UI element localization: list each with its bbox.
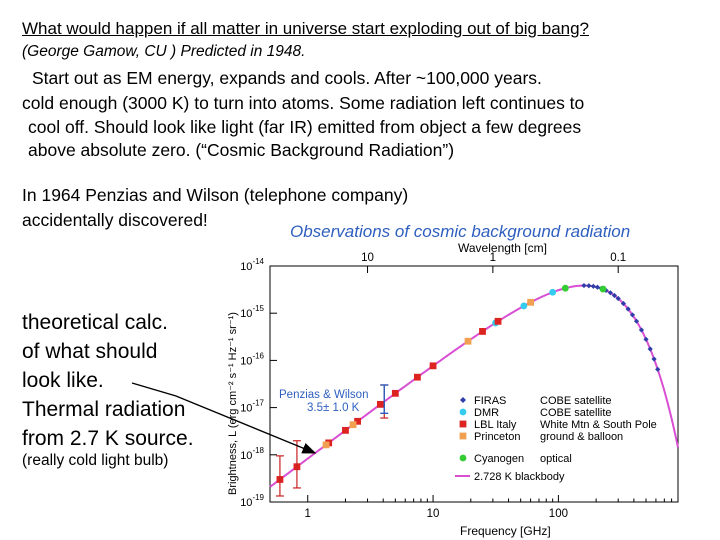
x-axis-label: Frequency [GHz] <box>460 524 551 538</box>
axis-ticks: 1 10 100 10 1 0.1 10-14 10-15 10-16 10-17 10-18 10-… <box>240 252 673 520</box>
y-tick-label: 10-14 <box>240 257 264 273</box>
firas-point <box>581 282 587 289</box>
error-bars <box>275 384 389 497</box>
princeton-point <box>349 421 357 429</box>
legend-marker <box>459 420 467 428</box>
legend-series-note: COBE satellite <box>540 395 612 407</box>
top-tick-label: 10 <box>361 252 374 264</box>
firas-point <box>586 283 592 289</box>
cyanogen-point <box>599 285 607 293</box>
x-tick-label: 10 <box>427 508 440 520</box>
theory-line: of what should <box>22 340 158 363</box>
firas-point <box>594 284 601 290</box>
theory-line: theoretical calc. <box>22 311 168 334</box>
lbl-italy-point <box>342 426 349 434</box>
discovery-line: In 1964 Penzias and Wilson (telephone co… <box>22 185 409 205</box>
legend-marker <box>459 432 467 440</box>
lbl-italy-point <box>494 317 502 325</box>
penzias-label: Penzias & Wilson <box>279 389 368 401</box>
firas-point <box>607 290 614 296</box>
lbl-italy-point <box>414 373 421 381</box>
y-tick-label: 10-15 <box>240 304 264 320</box>
paragraph-line: Start out as EM energy, expands and cool… <box>32 68 542 88</box>
firas-point <box>633 318 640 324</box>
legend-marker <box>459 408 467 416</box>
firas-point <box>615 295 621 302</box>
legend-marker <box>459 454 467 462</box>
legend-marker <box>460 397 466 403</box>
legend-series-name: Princeton <box>474 431 520 443</box>
firas-point <box>651 356 657 362</box>
cyanogen-point <box>561 284 569 292</box>
y-tick-label: 10-18 <box>240 446 264 462</box>
firas-point <box>638 327 645 333</box>
firas-point <box>655 366 661 372</box>
legend-series-name: Cyanogen <box>474 453 524 465</box>
princeton-point <box>527 298 534 306</box>
paragraph-line: cold enough (3000 K) to turn into atoms.… <box>22 93 585 113</box>
firas-point <box>629 312 636 318</box>
x-tick-label: 1 <box>305 508 311 520</box>
discovery-line: accidentally discovered! <box>22 210 208 230</box>
legend-series-note: optical <box>540 453 572 465</box>
lbl-italy-point <box>354 417 362 425</box>
top-tick-label: 0.1 <box>610 252 626 264</box>
penzias-value: 3.5± 1.0 K <box>307 402 360 414</box>
legend-series-name: DMR <box>474 407 499 419</box>
legend-series-note: White Mtn & South Pole <box>540 419 657 431</box>
paragraph-line: cool off. Should look like light (far IR… <box>28 117 582 137</box>
lbl-italy-point <box>429 362 437 370</box>
slide-subtitle: (George Gamow, CU ) Predicted in 1948. <box>22 43 306 60</box>
princeton-point <box>322 441 330 449</box>
firas-point <box>611 292 618 299</box>
lbl-italy-point <box>479 328 486 335</box>
bulb-note: (really cold light bulb) <box>22 452 169 469</box>
plot-frame <box>269 265 679 503</box>
princeton-point <box>464 337 472 345</box>
firas-point <box>625 306 631 312</box>
top-tick-label: 1 <box>490 252 496 264</box>
observations-caption: Observations of cosmic background radiat… <box>290 222 631 241</box>
legend-series-name: FIRAS <box>474 395 506 407</box>
top-axis-label: Wavelength [cm] <box>458 241 547 255</box>
theory-line: from 2.7 K source. <box>22 427 194 450</box>
theory-line: Thermal radiation <box>22 398 186 421</box>
firas-point <box>643 336 649 342</box>
firas-point <box>647 346 653 352</box>
dmr-point <box>549 288 557 296</box>
firas-point <box>620 300 626 307</box>
lbl-italy-point <box>376 400 384 408</box>
legend-series-name: LBL Italy <box>474 419 517 431</box>
y-tick-label: 10-17 <box>240 399 264 415</box>
y-tick-label: 10-16 <box>240 351 264 367</box>
legend-curve-label: 2.728 K blackbody <box>474 471 565 483</box>
paragraph-line: above absolute zero. (“Cosmic Background… <box>28 140 455 160</box>
slide-title: What would happen if all matter in unive… <box>22 19 590 38</box>
x-tick-label: 100 <box>549 508 568 520</box>
theory-line: look like. <box>22 369 104 392</box>
legend-series-note: ground & balloon <box>540 431 623 443</box>
lbl-italy-point <box>391 389 399 397</box>
legend: FIRAS COBE satellite DMR COBE satellite LBL … <box>455 395 657 483</box>
dmr-point <box>520 302 528 310</box>
annotation-arrow <box>131 382 317 454</box>
y-axis-label: Brightness, L (erg cm⁻² s⁻¹ Hz⁻¹ sr⁻¹) <box>227 312 239 495</box>
data-points <box>276 282 661 483</box>
legend-series-note: COBE satellite <box>540 407 612 419</box>
y-tick-label: 10-19 <box>240 493 264 509</box>
firas-point <box>590 283 596 289</box>
